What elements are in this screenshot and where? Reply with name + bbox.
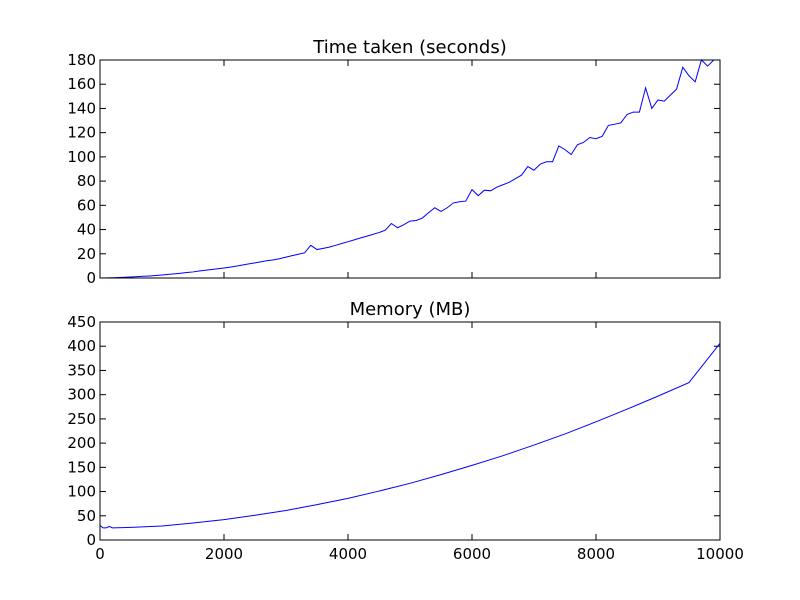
xtick-label: 8000 [577,545,615,563]
ytick-label: 200 [67,434,96,452]
time-chart: Time taken (seconds) 0 20 40 60 80 100 120 140 1… [67,37,721,287]
memory-chart: Memory (MB) 0501001502002503003504004500… [67,299,744,563]
ytick-label: 150 [67,458,96,476]
xtick-label: 2000 [205,545,243,563]
ytick-label: 100 [67,483,96,501]
ytick-label: 0 [86,269,96,287]
memory-chart-background [100,322,720,540]
ytick-label: 80 [77,172,96,190]
xtick-label: 10000 [696,545,744,563]
ytick-label: 180 [67,51,96,69]
ytick-label: 50 [77,507,96,525]
ytick-label: 400 [67,337,96,355]
ytick-label: 40 [77,221,96,239]
memory-chart-ticks: 0 50 100 150 200 250 300 350 400 450 0 2000 4000 6000… [67,313,744,563]
xtick-label: 6000 [453,545,491,563]
ytick-label: 120 [67,124,96,142]
ytick-label: 140 [67,99,96,117]
time-chart-background [100,60,720,278]
time-chart-title: Time taken (seconds) [312,37,506,58]
memory-series-line [99,343,721,529]
ytick-label: 60 [77,196,96,214]
memory-chart-title: Memory (MB) [350,299,471,320]
xtick-label: 0 [95,545,105,563]
ytick-label: 20 [77,245,96,263]
time-chart-frame [99,59,721,279]
ytick-label: 450 [67,313,96,331]
ytick-label: 100 [67,148,96,166]
ytick-label: 250 [67,410,96,428]
xtick-label: 4000 [329,545,367,563]
ytick-label: 300 [67,386,96,404]
ytick-label: 350 [67,361,96,379]
time-chart-ticks: 0 20 40 60 80 100 120 140 160 180 [67,51,721,287]
time-series-line [99,59,720,279]
ytick-label: 160 [67,75,96,93]
ytick-label: 0 [86,531,96,549]
memory-chart-frame [99,321,721,541]
